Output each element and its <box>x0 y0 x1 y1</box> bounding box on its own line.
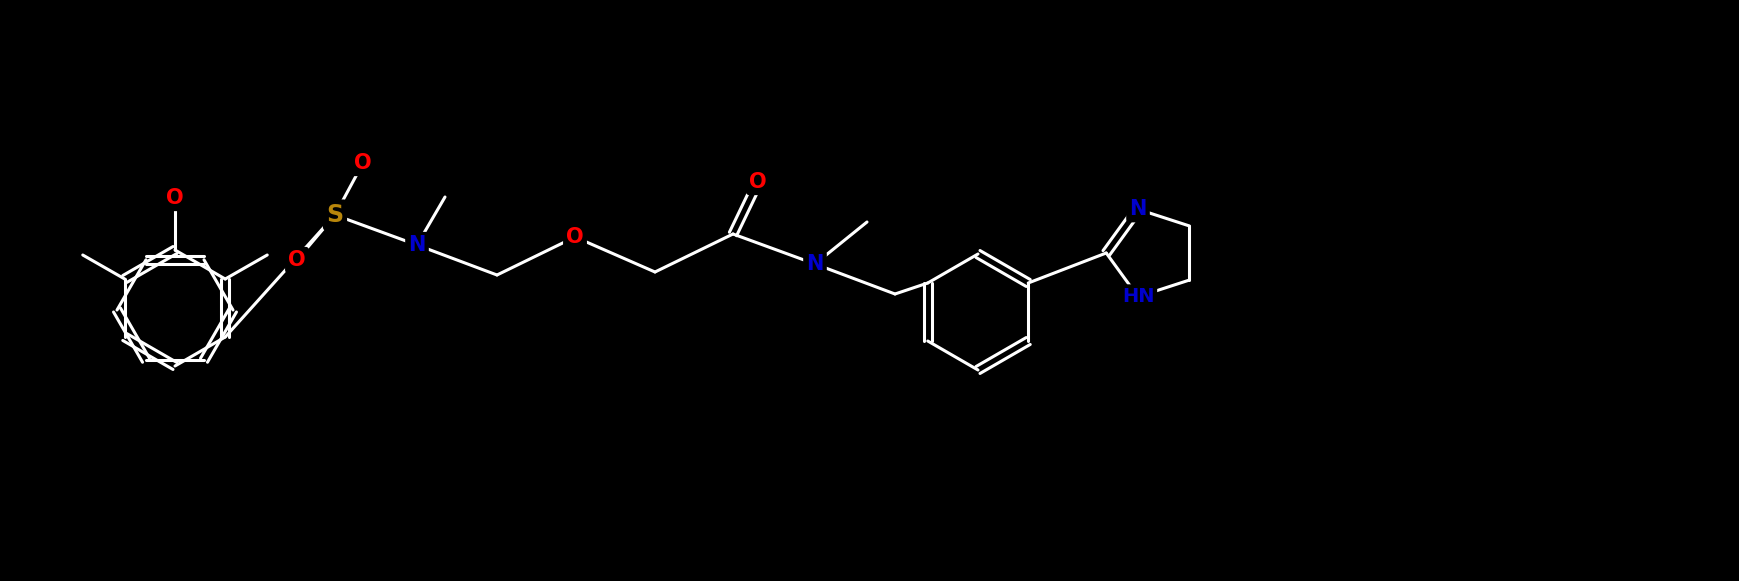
Text: N: N <box>409 235 426 255</box>
Text: O: O <box>567 227 584 247</box>
Text: N: N <box>1129 199 1146 219</box>
Text: O: O <box>167 188 184 208</box>
Text: O: O <box>750 172 767 192</box>
Text: O: O <box>289 250 306 270</box>
Text: HN: HN <box>1122 287 1155 306</box>
Text: S: S <box>327 203 344 227</box>
Text: O: O <box>355 153 372 173</box>
Text: N: N <box>807 254 824 274</box>
